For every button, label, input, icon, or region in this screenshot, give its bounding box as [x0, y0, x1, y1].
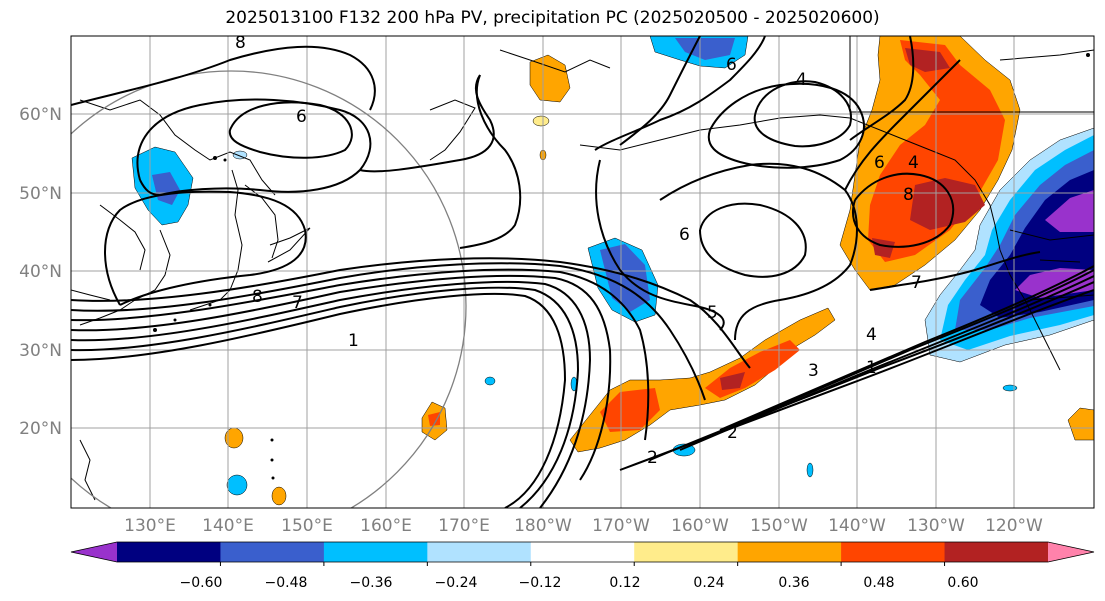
colorbar-tick-label: 0.12	[609, 575, 640, 591]
contour-label-4: 4	[796, 70, 807, 90]
colorbar-tick-label: −0.60	[180, 575, 223, 591]
lon-label: 140°E	[202, 516, 254, 536]
contour-label-7: 7	[292, 293, 303, 313]
contour-label-8: 8	[235, 33, 246, 53]
colorbar-tick-label: 0.24	[693, 575, 724, 591]
colorbar-segment	[530, 542, 635, 562]
lon-label: 150°E	[281, 516, 333, 536]
lon-label: 170°W	[592, 516, 650, 536]
lat-labels: 60°N 50°N 40°N 30°N 20°N	[19, 105, 62, 439]
map-title: 2025013100 F132 200 hPa PV, precipitatio…	[225, 8, 880, 28]
colorbar-extend-max	[1048, 542, 1094, 562]
colorbar-segment	[841, 542, 946, 562]
contour-label-6: 6	[874, 153, 885, 173]
colorbar-tick-label: 0.36	[778, 575, 809, 591]
colorbar-segment	[944, 542, 1049, 562]
colorbar-tick-label: −0.12	[519, 575, 562, 591]
lon-label: 150°W	[750, 516, 808, 536]
lon-label: 130°E	[124, 516, 176, 536]
colorbar-extend-min	[71, 542, 117, 562]
lat-label: 60°N	[19, 105, 62, 125]
lon-label: 170°E	[438, 516, 490, 536]
contour-label-6: 6	[726, 55, 737, 75]
lon-label: 160°E	[360, 516, 412, 536]
colorbar	[70, 541, 1095, 566]
lon-label: 130°W	[907, 516, 965, 536]
islands	[153, 53, 1090, 480]
lon-label: 160°W	[671, 516, 729, 536]
lon-label: 180°W	[514, 516, 572, 536]
colorbar-segment	[634, 542, 739, 562]
lat-label: 30°N	[19, 341, 62, 361]
lat-label: 40°N	[19, 262, 62, 282]
colorbar-tick-label: −0.36	[350, 575, 393, 591]
pv-contours	[71, 36, 1094, 508]
colorbar-tick-label: −0.24	[435, 575, 478, 591]
colorbar-segment	[220, 542, 325, 562]
radius-circle	[71, 70, 467, 508]
contour-label-7: 7	[911, 273, 922, 293]
contour-label-3: 3	[808, 361, 819, 381]
contour-label-2: 2	[727, 423, 738, 443]
colorbar-tick-label: −0.48	[265, 575, 308, 591]
contour-label-5: 5	[707, 303, 718, 323]
map-frame	[70, 35, 1095, 509]
contour-label-8: 8	[252, 287, 263, 307]
colorbar-segment	[323, 542, 428, 562]
pv-contour-labels: 8 6 7 1 8 4 2 6 5 6 8 4 7 4 1 3 2 6	[235, 33, 922, 468]
colorbar-tick-label: 0.48	[863, 575, 894, 591]
contour-label-2: 2	[647, 448, 658, 468]
contour-label-6: 6	[679, 225, 690, 245]
contour-label-8: 8	[903, 185, 914, 205]
contour-label-1: 1	[866, 358, 877, 378]
colorbar-segment	[427, 542, 532, 562]
colorbar-segment	[737, 542, 842, 562]
contour-label-4: 4	[866, 325, 877, 345]
lat-label: 50°N	[19, 184, 62, 204]
lon-labels: 130°E 140°E 150°E 160°E 170°E 180°W 170°…	[124, 516, 1043, 536]
lat-label: 20°N	[19, 419, 62, 439]
contour-label-4: 4	[908, 153, 919, 173]
contour-label-6: 6	[296, 107, 307, 127]
colorbar-segment	[117, 542, 221, 562]
colorbar-tick-labels: −0.60 −0.48 −0.36 −0.24 −0.12 0.12 0.24 …	[180, 575, 979, 591]
lon-label: 140°W	[828, 516, 886, 536]
colorbar-outline	[70, 541, 1095, 563]
coastlines	[71, 36, 1094, 501]
lon-label: 120°W	[985, 516, 1043, 536]
colorbar-tick-label: 0.60	[947, 575, 978, 591]
contour-label-1: 1	[348, 331, 359, 351]
